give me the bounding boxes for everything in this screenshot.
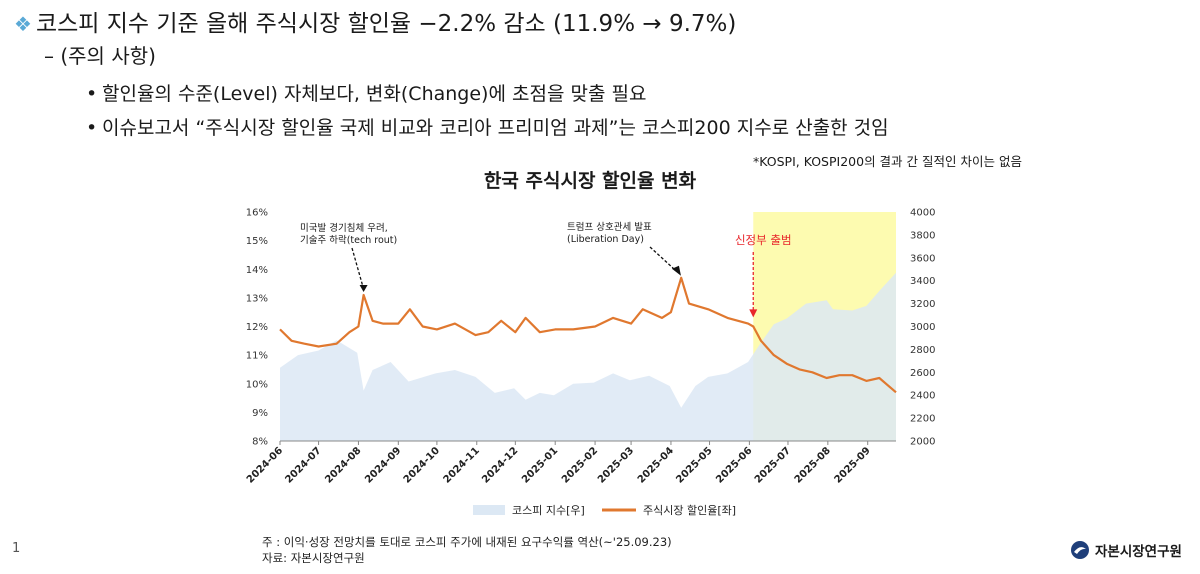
headline-text: 코스피 지수 기준 올해 주식시장 할인율 −2.2% 감소 (11.9% → … (35, 11, 737, 37)
x-tick-label: 2024-11 (442, 445, 482, 485)
y-right-tick-label: 2800 (910, 345, 935, 356)
x-tick-label: 2025-04 (636, 445, 676, 485)
annotation-liberation-day: (Liberation Day) (567, 234, 644, 245)
y-left-tick-label: 10% (246, 379, 268, 390)
institute-logo: 자본시장연구원 (1070, 540, 1182, 560)
y-right-tick-label: 3800 (910, 230, 935, 241)
y-right-tick-label: 4000 (910, 208, 935, 219)
annotation-new-government: 신정부 출범 (735, 233, 792, 247)
y-right-tick-label: 3200 (910, 299, 935, 310)
y-right-tick-label: 2000 (910, 437, 935, 448)
annotation-liberation-day: 트럼프 상호관세 발표 (567, 221, 652, 233)
y-right-tick-label: 3600 (910, 253, 935, 264)
bullet-dot-icon: • (86, 83, 98, 105)
logo-text: 자본시장연구원 (1095, 544, 1182, 560)
diamond-bullet-icon: ❖ (14, 12, 32, 36)
annotation-tech-rout: 기술주 하락(tech rout) (300, 234, 397, 246)
y-left-tick-label: 13% (246, 293, 268, 304)
x-tick-label: 2024-07 (283, 445, 323, 485)
x-tick-label: 2025-06 (714, 445, 754, 485)
y-left-tick-label: 11% (246, 351, 268, 362)
x-tick-label: 2025-03 (596, 445, 636, 485)
y-right-tick-label: 3000 (910, 322, 935, 333)
y-right-tick-label: 2200 (910, 414, 935, 425)
x-tick-label: 2024-12 (480, 445, 520, 485)
x-tick-label: 2025-08 (793, 445, 833, 485)
chart-title: 한국 주식시장 할인율 변화 (484, 169, 697, 192)
logo-mark-icon (1071, 541, 1089, 559)
y-left-tick-label: 15% (246, 236, 268, 247)
bullet-text: 할인율의 수준(Level) 자체보다, 변화(Change)에 초점을 맞출 … (102, 83, 647, 105)
annotation-arrow-line (351, 247, 365, 290)
x-tick-label: 2025-07 (753, 445, 793, 485)
footnote: 주 : 이익·성장 전망치를 토대로 코스피 주가에 내재된 요구수익률 역산(… (262, 535, 672, 549)
x-tick-label: 2024-08 (323, 445, 363, 485)
y-right-tick-label: 2600 (910, 368, 935, 379)
y-right-tick-label: 3400 (910, 276, 935, 287)
y-right-tick-label: 2400 (910, 391, 935, 402)
x-tick-label: 2025-01 (520, 445, 560, 485)
discount-rate-line-series (279, 276, 897, 394)
slide-headline: ❖ 코스피 지수 기준 올해 주식시장 할인율 −2.2% 감소 (11.9% →… (14, 4, 736, 38)
x-tick-label: 2025-05 (674, 445, 714, 485)
kospi-area-series (280, 272, 896, 441)
x-tick-label: 2024-06 (245, 445, 285, 485)
y-left-tick-label: 16% (246, 208, 268, 219)
x-tick-label: 2024-10 (402, 445, 442, 485)
y-left-tick-label: 9% (252, 408, 268, 419)
x-tick-label: 2025-09 (833, 445, 873, 485)
source-note: 자료: 자본시장연구원 (262, 551, 365, 565)
y-left-tick-label: 12% (246, 322, 268, 333)
legend-label-discount: 주식시장 할인율[좌] (643, 504, 736, 517)
bullet-dot-icon: • (86, 117, 98, 139)
legend-label-kospi: 코스피 지수[우] (512, 504, 585, 517)
bullet-item: • 이슈보고서 “주식시장 할인율 국제 비교와 코리아 프리미엄 과제”는 코스… (86, 113, 889, 140)
bullet-item: • 할인율의 수준(Level) 자체보다, 변화(Change)에 초점을 맞출… (86, 79, 646, 106)
annotation-arrowhead-icon (749, 309, 758, 318)
page-number: 1 (12, 541, 21, 556)
bullet-text: 이슈보고서 “주식시장 할인율 국제 비교와 코리아 프리미엄 과제”는 코스피… (102, 117, 889, 139)
y-left-tick-label: 14% (246, 265, 268, 276)
x-tick-label: 2025-02 (560, 445, 600, 485)
x-tick-label: 2024-09 (363, 445, 403, 485)
sub-heading: – (주의 사항) (44, 44, 156, 68)
annotation-arrowhead-icon (359, 285, 368, 293)
annotation-arrowhead-icon (671, 265, 681, 276)
legend-swatch-kospi (473, 505, 505, 515)
annotation-tech-rout: 미국발 경기침체 우려, (300, 222, 388, 234)
chart-note: *KOSPI, KOSPI200의 결과 간 질적인 차이는 없음 (753, 154, 1022, 169)
y-left-tick-label: 8% (252, 437, 268, 448)
annotation-arrow-line (649, 246, 678, 273)
